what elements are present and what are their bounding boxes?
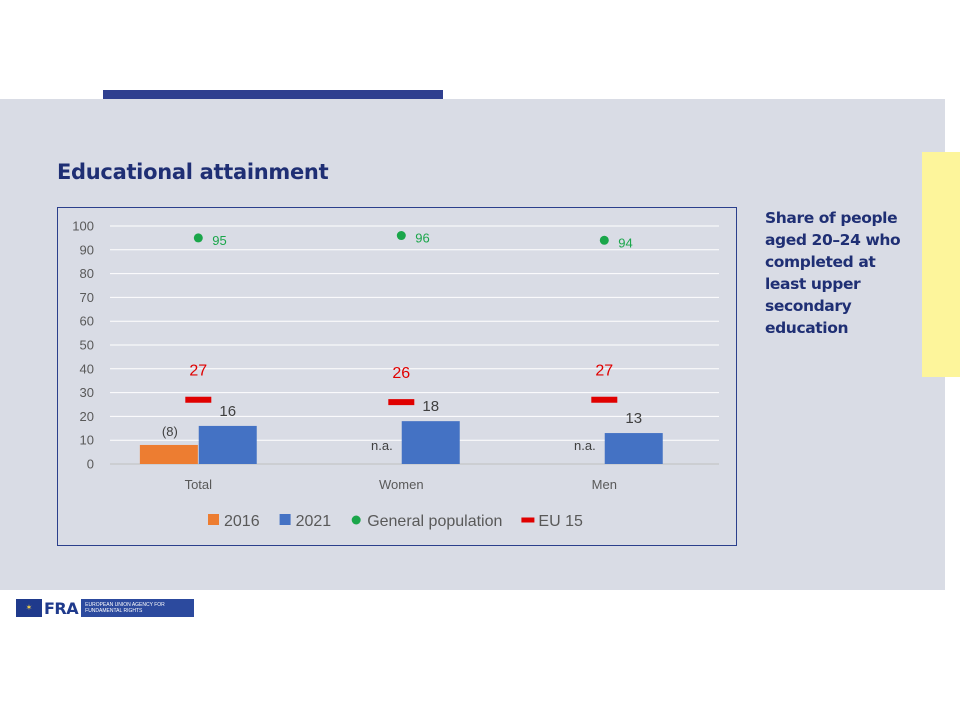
y-tick-label: 10: [80, 433, 94, 448]
data-label-2021: 18: [422, 398, 439, 415]
data-label-2021: 16: [219, 403, 236, 420]
general-population-dot: [193, 233, 203, 243]
data-label-2016: (8): [162, 424, 178, 439]
x-category-label: Women: [379, 477, 424, 492]
eu15-marker: [185, 396, 212, 403]
eu15-label: 27: [189, 363, 207, 380]
x-category-label: Men: [592, 477, 617, 492]
top-accent-bar: [103, 90, 443, 99]
general-population-label: 96: [415, 231, 429, 246]
eu15-label: 27: [595, 363, 613, 380]
x-category-label: Total: [185, 477, 213, 492]
data-label-2021: 13: [625, 410, 642, 427]
general-population-dot: [396, 231, 406, 241]
data-label-2016: n.a.: [371, 438, 393, 453]
legend-swatch: [208, 514, 219, 525]
legend-swatch: [351, 515, 361, 525]
general-population-label: 94: [618, 235, 632, 250]
bar-2021: [198, 425, 257, 464]
chart-caption: Share of people aged 20–24 who completed…: [765, 209, 901, 337]
slide-title: Educational attainment: [57, 160, 329, 184]
y-tick-label: 90: [80, 242, 94, 257]
y-tick-label: 20: [80, 409, 94, 424]
legend-swatch: [279, 514, 291, 525]
logo-acronym: FRA: [44, 598, 79, 618]
eu15-label: 26: [392, 365, 410, 382]
y-tick-label: 100: [72, 219, 94, 234]
fra-logo: ✶ FRA European Union Agency for Fundamen…: [16, 598, 194, 618]
logo-agency-name: European Union Agency for Fundamental Ri…: [81, 599, 194, 617]
legend-label: General population: [367, 513, 502, 530]
bar-2016: [139, 444, 198, 464]
y-tick-label: 50: [80, 338, 94, 353]
bar-2021: [401, 421, 460, 464]
legend-label: EU 15: [538, 513, 583, 530]
y-tick-label: 70: [80, 290, 94, 305]
y-tick-label: 40: [80, 361, 94, 376]
general-population-label: 95: [212, 233, 226, 248]
legend-swatch: [521, 517, 535, 523]
eu-stars-icon: ✶: [16, 599, 42, 617]
y-tick-label: 0: [87, 457, 94, 472]
legend-label: 2016: [224, 513, 260, 530]
yellow-side-tab: [922, 152, 960, 377]
eu15-marker: [388, 399, 415, 406]
bar-2021: [604, 433, 663, 464]
y-tick-label: 30: [80, 385, 94, 400]
eu15-marker: [591, 396, 618, 403]
data-label-2016: n.a.: [574, 438, 596, 453]
general-population-dot: [599, 235, 609, 245]
attainment-chart: 0 10 20 30 40 50 60 70 80 90 100 (8) 16 95 27 Total n.a.…: [72, 219, 719, 530]
y-tick-label: 80: [80, 266, 94, 281]
y-tick-label: 60: [80, 314, 94, 329]
chart-frame: 0 10 20 30 40 50 60 70 80 90 100 (8) 16 95 27 Total n.a.…: [57, 207, 737, 546]
legend-label: 2021: [296, 513, 332, 530]
